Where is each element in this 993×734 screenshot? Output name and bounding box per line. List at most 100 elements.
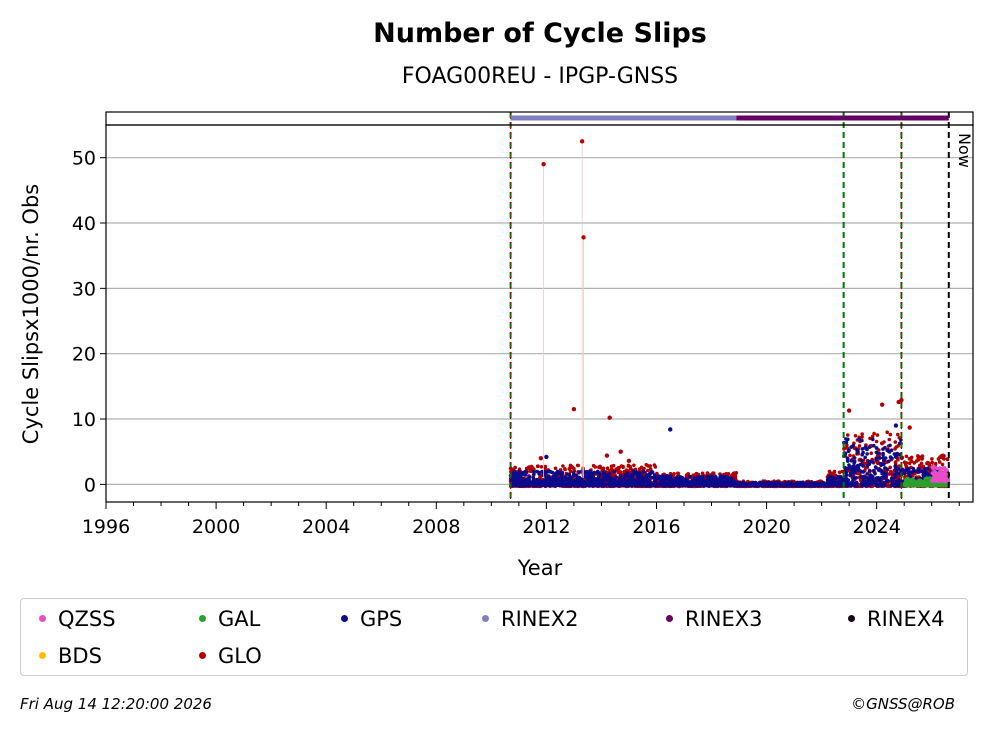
data-point-gps [861, 480, 866, 484]
data-point-gps [860, 452, 864, 457]
data-point-gps [650, 475, 655, 480]
data-point-gps [723, 480, 727, 485]
data-point-gps [888, 443, 892, 448]
data-point-qzss [935, 479, 939, 483]
data-point-gps [526, 479, 531, 483]
data-point-glo [872, 431, 876, 436]
data-point-gps [602, 475, 606, 479]
data-point-glo [896, 444, 900, 448]
data-point-gps [867, 483, 871, 488]
data-point-gps [574, 473, 579, 478]
outlier-point-glo [579, 139, 585, 144]
data-point-glo [543, 464, 548, 469]
data-point-gps [517, 470, 521, 475]
data-point-glo [553, 466, 558, 471]
data-point-gps [867, 445, 872, 450]
data-point-gps [586, 477, 590, 482]
data-point-gps [577, 477, 581, 482]
data-point-gps [612, 469, 617, 474]
data-point-glo [893, 447, 897, 451]
data-point-gps [788, 482, 792, 487]
data-point-gps [902, 471, 907, 476]
data-point-gps [878, 469, 883, 473]
data-point-gps [837, 483, 841, 487]
data-point-gps [608, 475, 612, 480]
data-point-gps [533, 482, 538, 487]
data-point-gps [879, 463, 883, 468]
data-point-gps [585, 471, 590, 475]
data-point-gps [591, 475, 596, 480]
data-point-glo [513, 465, 517, 470]
data-point-gps [551, 483, 555, 488]
data-point-gps [694, 483, 699, 488]
data-point-gps [662, 479, 667, 483]
outlier-point-glo [541, 162, 546, 167]
data-point-glo [920, 454, 925, 458]
data-point-gps [853, 482, 858, 486]
data-point-gps [813, 481, 817, 485]
data-point-glo [927, 462, 932, 466]
legend-item-glo: GLO [199, 644, 262, 668]
data-point-gps [894, 479, 898, 484]
data-point-glo [877, 448, 881, 452]
data-point-glo [605, 466, 610, 471]
data-point-gps [613, 478, 617, 483]
data-point-glo [860, 435, 864, 439]
data-point-qzss [930, 471, 935, 475]
data-point-gal [929, 483, 934, 488]
outlier-point-gps [893, 423, 899, 428]
legend-marker-qzss [39, 614, 46, 622]
data-point-gps [551, 474, 556, 478]
data-point-gps [882, 471, 887, 475]
data-point-gps [648, 483, 652, 488]
data-point-gps [862, 475, 866, 479]
data-point-gps [525, 483, 529, 488]
data-point-gps [637, 483, 642, 488]
data-point-gps [673, 483, 678, 488]
data-point-qzss [930, 479, 935, 483]
data-point-gps [874, 450, 879, 455]
data-point-glo [561, 464, 565, 468]
data-point-gps [736, 483, 740, 488]
legend: QZSS GAL GPS RINEX2 RINEX3 RINEX4 BDS GL… [20, 598, 968, 676]
data-point-qzss [931, 465, 935, 470]
data-point-gps [852, 456, 857, 460]
data-point-glo [920, 457, 924, 461]
data-point-gps [865, 472, 869, 476]
x-tick-label: 2004 [302, 516, 350, 538]
data-point-gps [859, 462, 863, 467]
data-point-gps [520, 476, 525, 481]
data-point-gps [886, 479, 890, 483]
legend-item-gal: GAL [199, 607, 260, 631]
data-point-gps [531, 475, 536, 480]
data-point-glo [609, 464, 614, 469]
data-point-glo [845, 443, 849, 448]
y-tick-label: 20 [72, 344, 96, 366]
data-point-glo [646, 468, 650, 473]
data-point-gps [582, 480, 586, 485]
data-point-gps [701, 483, 706, 488]
x-tick-label: 1996 [82, 516, 130, 538]
data-point-gal [908, 481, 913, 486]
data-point-gps [893, 464, 897, 469]
data-point-gps [859, 458, 864, 463]
data-point-gps [628, 483, 633, 488]
data-point-glo [563, 467, 567, 471]
data-point-gps [849, 468, 854, 472]
chart-title: Number of Cycle Slips [373, 18, 707, 49]
data-point-gps [543, 482, 548, 486]
legend-label-rinex4: RINEX4 [867, 607, 945, 631]
outlier-point-glo [899, 397, 904, 403]
data-point-glo [916, 458, 921, 462]
data-point-glo [940, 462, 945, 467]
x-axis-label: Year [517, 556, 563, 580]
data-point-gps [608, 483, 612, 488]
data-point-gps [801, 481, 806, 485]
data-point-gps [854, 476, 859, 480]
data-point-gps [640, 477, 645, 482]
data-point-gps [692, 480, 697, 485]
data-point-gps [670, 478, 674, 483]
data-point-gps [595, 470, 600, 475]
data-point-gps [622, 482, 627, 487]
data-point-glo [568, 469, 573, 474]
